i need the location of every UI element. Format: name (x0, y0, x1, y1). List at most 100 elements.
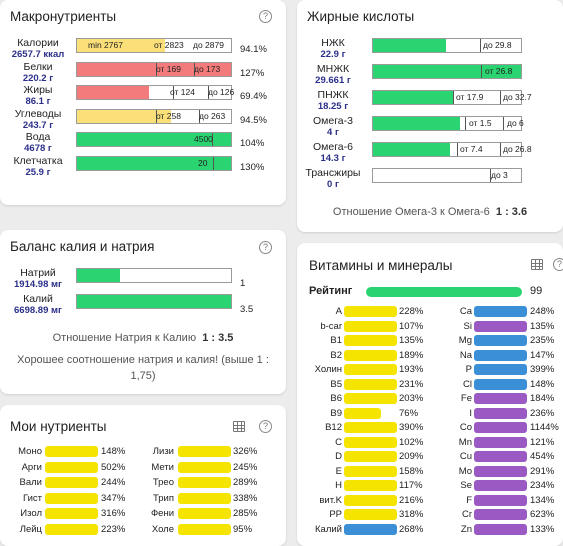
macro-name: Углеводы (14, 107, 62, 120)
macro-bar-fill (77, 133, 231, 146)
my-nutrient-percent: 502% (101, 461, 126, 473)
sodium-potassium-ratio: Отношение Натрия к Калию 1 : 3.5 (0, 332, 286, 344)
fatty-acid-bar: от 17.9 до 32.7 (372, 90, 532, 105)
fatty-acid-label: МНЖК 29.661 г (301, 64, 365, 87)
nutrient-bar (474, 393, 527, 404)
macro-tick-label: min 2767 (88, 40, 123, 50)
nutrient-name: вит.K (319, 494, 342, 506)
nutrient-name: Cu (459, 451, 472, 462)
macro-bar: от 169 до 173 (76, 61, 232, 77)
vitamins-minerals-card: Витамины и минералы ? Рейтинг 99 A 228% b-… (297, 243, 563, 546)
nutrient-name: Mn (458, 436, 472, 448)
nutrient-bar (344, 509, 397, 520)
my-nutrient-percent: 338% (233, 492, 258, 504)
fatty-acid-tick-label: до 3 (491, 170, 508, 180)
fatty-acid-tick-label: от 26.8 (485, 66, 513, 76)
my-nutrient-bar (178, 508, 231, 519)
my-nutrient-name: Моно (18, 446, 42, 457)
my-nutrient-percent: 148% (101, 446, 126, 457)
nutrient-name: D (335, 451, 342, 462)
balance-tick-label: 3.5 (240, 304, 254, 315)
nutrient-name: I (469, 407, 472, 419)
nutrient-bar (344, 349, 397, 361)
my-nutrient-bar (45, 523, 98, 535)
help-icon[interactable]: ? (259, 241, 272, 254)
nutrient-percent: 236% (530, 407, 555, 419)
macro-percent: 104% (240, 138, 265, 149)
my-nutrient-percent: 289% (233, 477, 258, 488)
fatty-acid-value: 0 г (327, 179, 339, 190)
nutrient-bar (474, 364, 527, 375)
nutrient-bar (344, 494, 397, 506)
help-icon[interactable]: ? (553, 258, 563, 271)
fatty-acid-label: ПНЖК 18.25 г (301, 90, 365, 113)
macro-bar: min 2767 от 2823 до 2879 (76, 38, 232, 53)
fatty-acid-tick (465, 117, 466, 130)
macro-bar-fill (77, 39, 165, 52)
nutrient-percent: 318% (399, 509, 424, 520)
nutrient-name: P (465, 364, 472, 375)
nutrient-bar (344, 523, 397, 535)
help-icon[interactable]: ? (259, 10, 272, 23)
macro-label: Жиры 86.1 г (6, 85, 70, 108)
my-nutrient-bar (178, 492, 231, 504)
my-nutrient-name: Лизи (152, 446, 174, 457)
fatty-acid-tick (453, 91, 454, 104)
nutrient-bar (344, 465, 397, 477)
my-nutrient-bar (45, 477, 98, 488)
nutrient-percent: 228% (399, 306, 424, 317)
fatty-acid-bar-fill (373, 91, 455, 104)
balance-bar-fill (77, 295, 231, 308)
macronutrients-card: Макронутриенты ? Калории 2657.7 ккал min 2… (0, 0, 286, 205)
nutrient-name: Калий (315, 523, 342, 535)
macro-tick (173, 86, 174, 99)
fatty-acid-name: Омега-3 (312, 115, 353, 127)
table-view-icon[interactable] (233, 421, 245, 432)
table-view-icon[interactable] (531, 259, 543, 270)
nutrient-name: B6 (330, 393, 342, 404)
nutrient-bar (474, 480, 527, 491)
nutrient-percent: 107% (399, 320, 424, 332)
fatty-acid-tick (457, 143, 458, 156)
fatty-acid-value: 18.25 г (317, 101, 349, 112)
macro-bar: 20 (76, 155, 232, 171)
macro-tick-label: до 2879 (193, 40, 224, 50)
nutrient-percent: 216% (399, 494, 424, 506)
nutrient-bar (474, 436, 527, 448)
macro-label: Клетчатка 25.9 г (6, 155, 70, 178)
macro-value: 220.2 г (22, 72, 54, 84)
nutrient-bar (474, 509, 527, 520)
nutrient-bar (474, 494, 527, 506)
help-icon[interactable]: ? (259, 420, 272, 433)
macro-bar-fill (77, 109, 171, 123)
nutrient-name: Co (459, 422, 472, 433)
nutrient-percent: 193% (399, 364, 424, 375)
omega-ratio-value: 1 : 3.6 (495, 206, 528, 218)
my-nutrient-name: Холе (151, 523, 174, 535)
macro-label: Углеводы 243.7 г (6, 107, 70, 131)
nutrient-percent: 235% (530, 335, 555, 346)
fatty-acid-bar-fill (373, 117, 461, 130)
my-nutrient-name: Трип (152, 492, 174, 504)
nutrient-name: H (335, 480, 342, 491)
my-nutrient-percent: 347% (101, 492, 126, 504)
nutrient-name: b-car (320, 320, 342, 332)
nutrient-name: B5 (330, 378, 342, 390)
nutrient-bar (474, 523, 527, 535)
nutrient-percent: 390% (399, 422, 424, 433)
omega-ratio-label: Отношение Омега-3 к Омега-6 (332, 206, 490, 218)
nutrient-name: Si (463, 320, 472, 332)
fatty-acid-name: Трансжиры (305, 167, 361, 179)
rating-label: Рейтинг (309, 285, 353, 297)
macronutrients-title: Макронутриенты (10, 9, 117, 24)
nutrient-name: E (335, 465, 342, 477)
balance-title: Баланс калия и натрия (10, 239, 155, 254)
fatty-acid-bar: от 7.4 до 26.8 (372, 142, 532, 157)
fatty-acids-title: Жирные кислоты (307, 9, 415, 24)
macro-tick-label: 20 (198, 157, 208, 168)
macro-name: Белки (23, 60, 53, 73)
nutrient-bar (344, 306, 397, 317)
fatty-acid-label: Трансжиры 0 г (301, 167, 365, 191)
macro-percent: 127% (240, 67, 265, 79)
macro-value: 25.9 г (25, 166, 51, 178)
